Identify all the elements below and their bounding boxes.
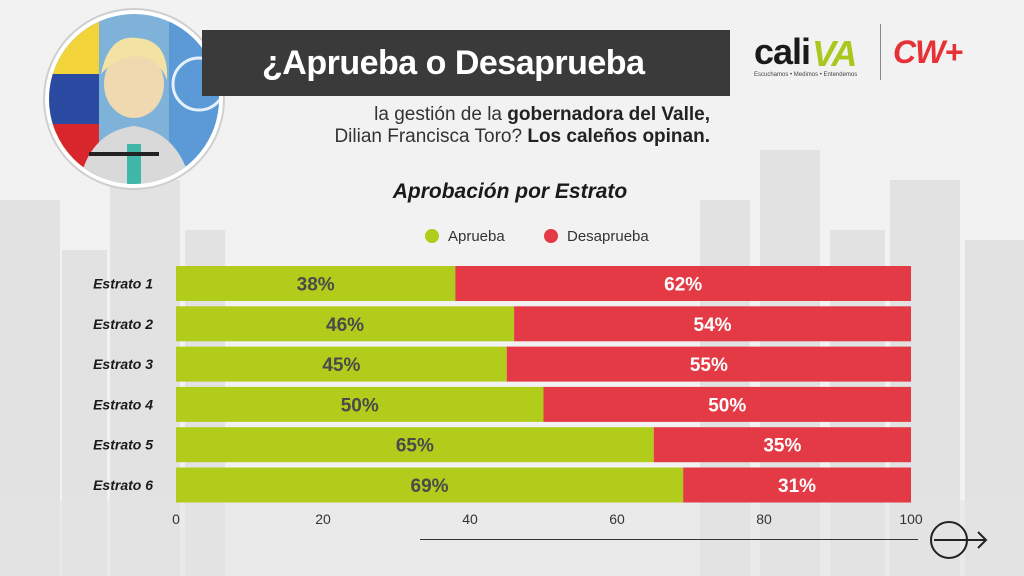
data-label-desaprueba: 62% <box>664 275 702 296</box>
bar-desaprueba <box>506 346 911 382</box>
data-label-desaprueba: 35% <box>763 436 801 457</box>
bar-aprueba <box>176 467 684 503</box>
data-label-aprueba: 69% <box>411 476 449 497</box>
data-label-aprueba: 50% <box>341 395 379 416</box>
chart-title-text: Aprobación por Estrato <box>392 180 628 203</box>
data-label-aprueba: 46% <box>326 315 364 336</box>
bar-desaprueba <box>683 467 911 503</box>
data-label-aprueba: 45% <box>322 355 360 376</box>
category-label: Estrato 3 <box>93 356 153 372</box>
x-tick-label: 100 <box>899 511 923 527</box>
x-tick-label: 40 <box>462 511 478 527</box>
category-label: Estrato 5 <box>93 437 153 453</box>
divider-line <box>420 539 918 540</box>
subtitle-line2-bold: Los caleños opinan. <box>527 126 710 147</box>
calivа-logo: cali VA Escuchamos • Medimos • Entendemo… <box>754 30 870 80</box>
bar-aprueba <box>176 346 507 382</box>
data-label-aprueba: 38% <box>297 275 335 296</box>
subtitle-line2-text: Dilian Francisca Toro? <box>334 126 528 147</box>
bar-desaprueba <box>543 386 911 422</box>
data-label-desaprueba: 55% <box>690 355 728 376</box>
data-label-desaprueba: 31% <box>778 476 816 497</box>
bar-aprueba <box>176 266 456 301</box>
category-label: Estrato 1 <box>93 276 153 292</box>
bar-aprueba <box>176 427 654 463</box>
bar-desaprueba <box>653 427 911 463</box>
bar-desaprueba <box>455 266 911 301</box>
x-tick-label: 20 <box>315 511 331 527</box>
title-band <box>202 30 730 96</box>
subtitle-line1-text: la gestión de la <box>374 104 508 125</box>
category-label: Estrato 4 <box>93 396 153 412</box>
cw-logo: CW+ <box>893 34 963 70</box>
logo-tagline: Escuchamos • Medimos • Entendemos <box>754 72 858 78</box>
legend-marker-desaprueba <box>544 229 558 243</box>
arrow-right-icon[interactable] <box>928 520 990 560</box>
data-label-aprueba: 65% <box>396 436 434 457</box>
logo-va-word: VA <box>812 33 857 74</box>
legend-label-desaprueba: Desaprueba <box>567 228 649 245</box>
bar-aprueba <box>176 306 515 342</box>
subtitle: la gestión de la gobernadora del Valle, … <box>290 104 710 148</box>
x-tick-label: 0 <box>172 511 180 527</box>
data-label-desaprueba: 54% <box>694 315 732 336</box>
chart-title: Aprobación por Estrato <box>0 180 1024 204</box>
logo-cali-word: cali <box>754 31 811 72</box>
category-label: Estrato 2 <box>93 316 153 332</box>
x-tick-label: 60 <box>609 511 625 527</box>
x-tick-label: 80 <box>756 511 772 527</box>
category-label: Estrato 6 <box>93 477 153 493</box>
subtitle-line1-bold: gobernadora del Valle, <box>507 104 710 125</box>
data-label-desaprueba: 50% <box>708 395 746 416</box>
legend-label-aprueba: Aprueba <box>448 228 505 245</box>
legend-marker-aprueba <box>425 229 439 243</box>
bar-aprueba <box>176 386 544 422</box>
page-title: ¿Aprueba o Desaprueba <box>262 44 645 82</box>
bar-desaprueba <box>514 306 911 342</box>
logo-divider <box>880 24 881 80</box>
